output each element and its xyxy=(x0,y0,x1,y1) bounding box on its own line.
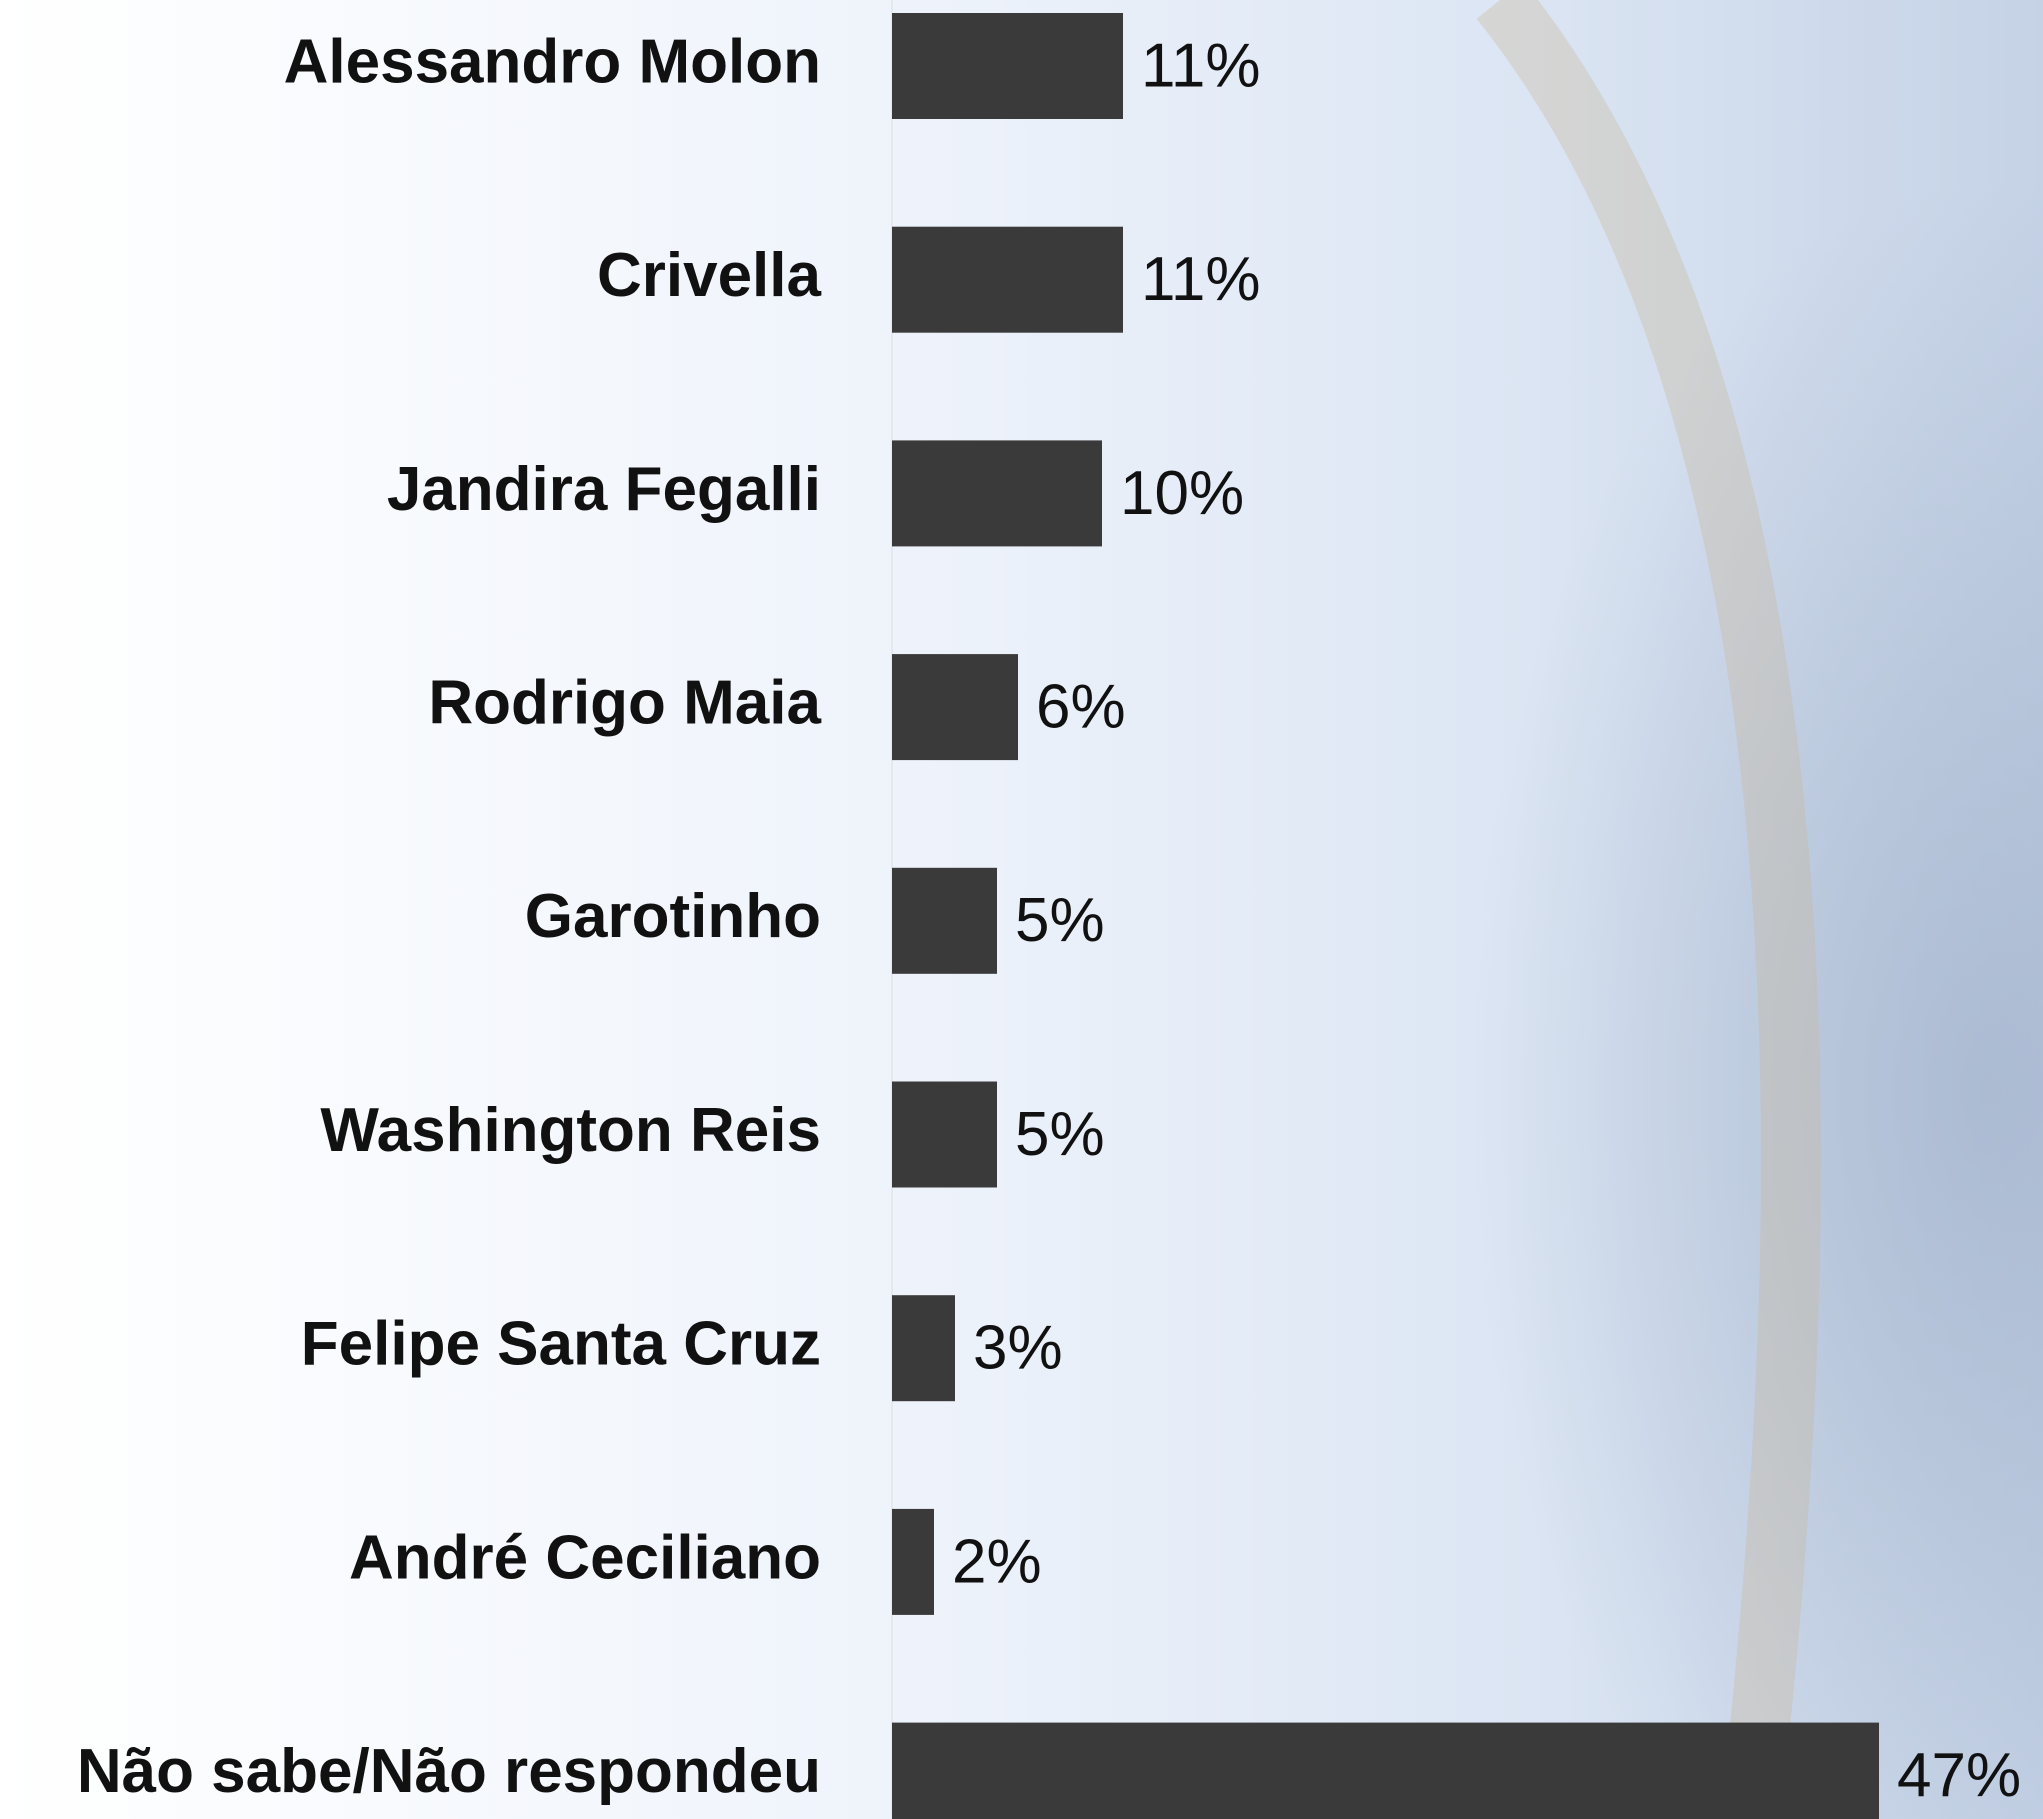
value-label: 6% xyxy=(1036,672,1126,741)
category-label: Felipe Santa Cruz xyxy=(301,1310,821,1379)
category-label: Washington Reis xyxy=(320,1096,821,1165)
bar xyxy=(892,1508,934,1615)
value-label: 11% xyxy=(1141,31,1261,100)
category-label: Alessandro Molon xyxy=(284,27,821,96)
bar xyxy=(892,1295,955,1402)
bar xyxy=(892,1081,997,1188)
bar xyxy=(892,867,997,974)
value-label: 11% xyxy=(1141,245,1261,314)
value-label: 47% xyxy=(1897,1741,2021,1810)
background-photo xyxy=(1000,0,2043,1819)
value-label: 3% xyxy=(973,1314,1063,1383)
bar xyxy=(892,226,1123,333)
category-label: Rodrigo Maia xyxy=(428,668,821,737)
value-label: 10% xyxy=(1120,459,1244,528)
category-label: Crivella xyxy=(597,241,822,310)
category-label: Não sabe/Não respondeu xyxy=(77,1737,821,1806)
bar xyxy=(892,1722,1879,1819)
bar xyxy=(892,13,1123,119)
category-label: André Ceciliano xyxy=(349,1523,821,1592)
value-label: 2% xyxy=(952,1527,1042,1596)
value-label: 5% xyxy=(1015,1100,1105,1169)
bar xyxy=(892,440,1102,547)
value-label: 5% xyxy=(1015,886,1105,955)
category-label: Jandira Fegalli xyxy=(387,455,821,524)
category-label: Garotinho xyxy=(525,882,821,951)
bar xyxy=(892,654,1018,761)
background-photo xyxy=(1476,0,1821,1819)
